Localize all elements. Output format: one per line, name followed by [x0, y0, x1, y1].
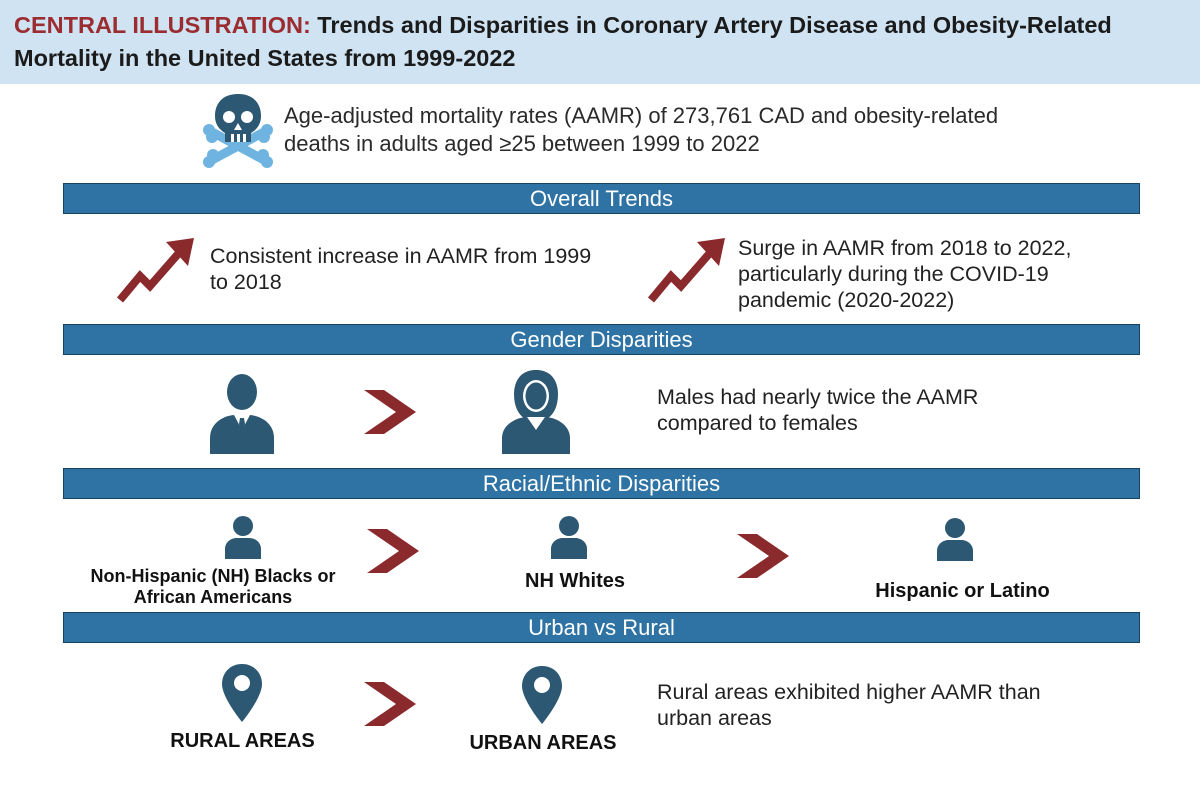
location-pin-icon — [522, 666, 562, 724]
overall-left-text: Consistent increase in AAMR from 1999 to… — [210, 244, 592, 294]
overall-right-text: Surge in AAMR from 2018 to 2022, particu… — [738, 236, 1072, 312]
female-person-icon — [502, 370, 570, 454]
person-icon — [551, 516, 587, 559]
urban-areas-label: URBAN AREAS — [469, 732, 617, 754]
male-person-icon — [210, 374, 274, 454]
trend-up-arrow-icon — [647, 238, 725, 303]
location-pin-icon — [222, 664, 262, 722]
gender-text: Males had nearly twice the AAMR compared… — [657, 385, 979, 435]
section-bar-gender-disparities: Gender Disparities — [63, 324, 1140, 355]
person-icon — [225, 516, 261, 559]
chevron-right-icon — [364, 390, 416, 434]
person-icon — [937, 518, 973, 561]
intro-text: Age-adjusted mortality rates (AAMR) of 2… — [284, 103, 999, 156]
racial-group-2-label: NH Whites — [525, 570, 625, 592]
trend-up-arrow-icon — [116, 238, 194, 303]
section-bar-overall-trends: Overall Trends — [63, 183, 1140, 214]
racial-group-3-label: Hispanic or Latino — [875, 580, 1050, 602]
chevron-right-icon — [737, 534, 789, 578]
urban-rural-text: Rural areas exhibited higher AAMR than u… — [657, 680, 1041, 730]
chevron-right-icon — [367, 529, 419, 573]
chevron-right-icon — [364, 682, 416, 726]
header-label: CENTRAL ILLUSTRATION: — [14, 12, 311, 38]
rural-areas-label: RURAL AREAS — [170, 730, 315, 752]
header-title: Trends and Disparities in Coronary Arter… — [14, 12, 1112, 71]
page-title: CENTRAL ILLUSTRATION: Trends and Dispari… — [14, 9, 1194, 75]
header-banner: CENTRAL ILLUSTRATION: Trends and Dispari… — [0, 0, 1200, 84]
skull-crossbones-icon — [203, 94, 273, 168]
section-bar-urban-vs-rural: Urban vs Rural — [63, 612, 1140, 643]
racial-group-1-label: Non-Hispanic (NH) Blacks or African Amer… — [90, 566, 336, 607]
section-bar-racial-ethnic-disparities: Racial/Ethnic Disparities — [63, 468, 1140, 499]
